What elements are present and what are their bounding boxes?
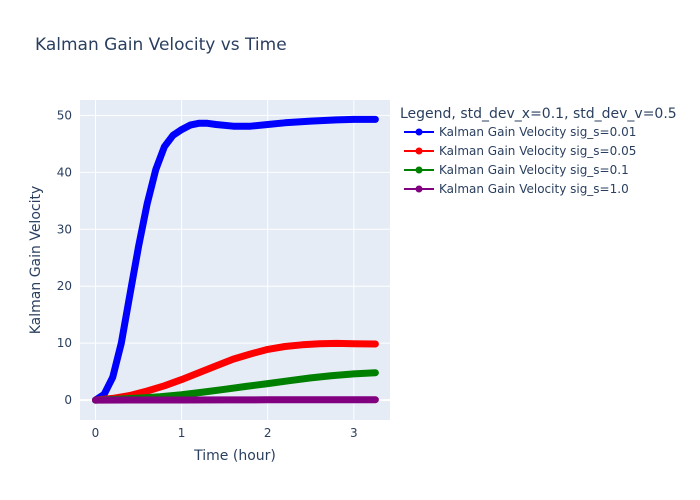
x-tick-label: 1 [178,426,186,440]
legend-swatch-marker [415,185,423,193]
x-tick-label: 3 [350,426,358,440]
x-axis-title: Time (hour) [193,448,276,464]
legend-item-1[interactable]: Kalman Gain Velocity sig_s=0.01 [404,125,636,139]
plot-area [80,100,390,420]
legend-title: Legend, std_dev_x=0.1, std_dev_v=0.5 [400,106,677,122]
y-tick-label: 10 [57,336,72,350]
series-line-2[interactable] [92,339,379,404]
gridlines [80,100,390,420]
legend-swatch-marker [415,128,423,136]
y-tick-label: 40 [57,165,72,179]
legend-label: Kalman Gain Velocity sig_s=0.01 [439,125,636,139]
legend-item-3[interactable]: Kalman Gain Velocity sig_s=0.1 [404,163,629,177]
legend-item-4[interactable]: Kalman Gain Velocity sig_s=1.0 [404,182,629,196]
y-tick-label: 0 [64,393,72,407]
legend-label: Kalman Gain Velocity sig_s=1.0 [439,182,629,196]
y-tick-label: 50 [57,108,72,122]
series-layer [92,115,379,404]
y-tick-label: 20 [57,279,72,293]
legend-swatch-marker [415,147,423,155]
chart-title: Kalman Gain Velocity vs Time [35,35,287,55]
legend[interactable]: Legend, std_dev_x=0.1, std_dev_v=0.5 Kal… [400,106,677,196]
legend-label: Kalman Gain Velocity sig_s=0.1 [439,163,629,177]
x-tick-label: 0 [92,426,100,440]
x-tick-label: 2 [264,426,272,440]
y-axis-title: Kalman Gain Velocity [28,186,44,335]
series-line-1[interactable] [92,115,379,404]
legend-item-2[interactable]: Kalman Gain Velocity sig_s=0.05 [404,144,636,158]
y-tick-label: 30 [57,222,72,236]
legend-swatch-marker [415,166,423,174]
legend-label: Kalman Gain Velocity sig_s=0.05 [439,144,636,158]
